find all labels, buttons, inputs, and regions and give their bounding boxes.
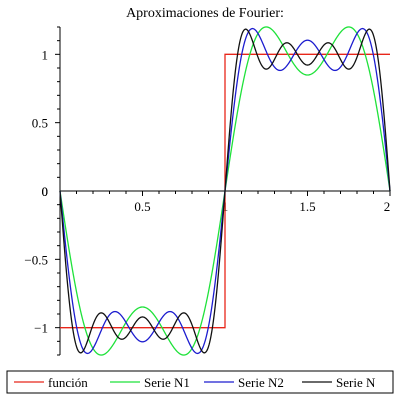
axes: 0.5 1 1.5 210.50−0.5−10 [24,26,391,356]
legend-label: Serie N1 [144,375,190,390]
x-tick-label: 1.5 [299,199,315,214]
legend-label: Serie N2 [238,375,284,390]
y-tick-label: 0.5 [32,116,48,131]
legend: función Serie N1 Serie N2 Serie N [6,370,394,394]
legend-label: Serie N [336,375,376,390]
x-tick-label: 2 [384,199,391,214]
series-line-serie-n [59,28,391,354]
legend-label: función [48,375,88,390]
chart-title: Aproximaciones de Fourier: [126,6,284,21]
y-tick-label: 1 [42,47,49,62]
legend-box [6,370,394,394]
x-tick-label: 0.5 [134,199,150,214]
y-tick-label: −1 [34,321,48,336]
y-tick-label: −0.5 [24,252,48,267]
series-layer [59,26,391,356]
y-tick-label-origin: 0 [42,184,49,199]
y-tick-label: 0 [42,184,49,199]
